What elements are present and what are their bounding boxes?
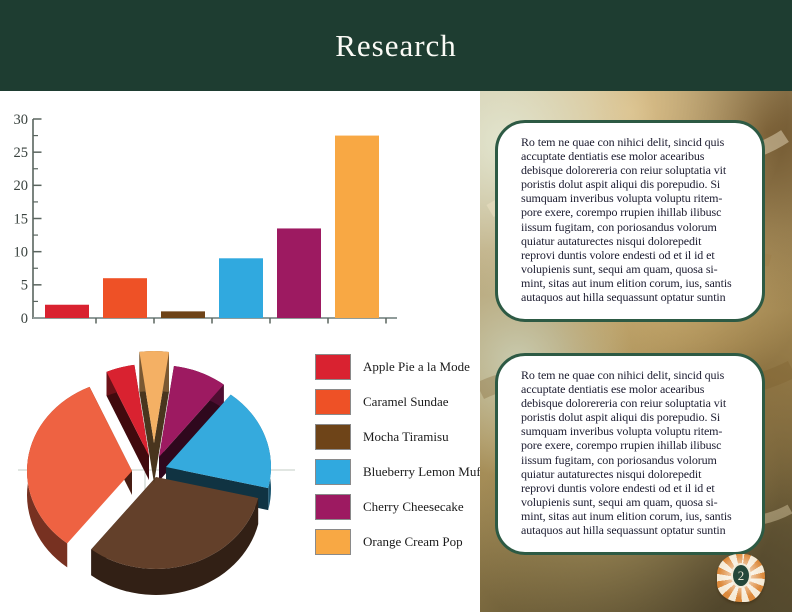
- text-line: volupienis sunt, sequi am quam, quosa si…: [521, 494, 718, 509]
- legend-item: Caramel Sundae: [315, 384, 480, 419]
- legend-swatch: [315, 388, 351, 415]
- text-line: reprovi duntis volore endesti od et il i…: [521, 480, 715, 495]
- bar-blueberry-lemon-muffin: [219, 258, 263, 318]
- legend-swatch: [315, 423, 351, 450]
- text-line: volupienis sunt, sequi am quam, quosa si…: [521, 261, 718, 276]
- y-tick-label: 30: [14, 112, 29, 128]
- photo-panel: Ro tem ne quae con nihici delit, sincid …: [480, 91, 792, 612]
- text-line: debisque dolorereria con reiur soluptati…: [521, 163, 727, 178]
- pie-chart: [18, 351, 295, 595]
- text-line: autaquos aut hilla sequassunt optatur su…: [521, 523, 726, 538]
- text-line: autaquos aut hilla sequassunt optatur su…: [521, 290, 726, 305]
- legend-item: Orange Cream Pop: [315, 524, 480, 559]
- y-tick-label: 25: [14, 145, 29, 161]
- bar-apple-pie-a-la-mode: [45, 304, 89, 318]
- text-line: quiatur autaturectes nisqui dolorepedit: [521, 233, 702, 248]
- text-line: pore exere, corempo rrupien ihillab ilib…: [521, 438, 722, 453]
- legend-swatch: [315, 353, 351, 380]
- legend-item: Apple Pie a la Mode: [315, 349, 480, 384]
- text-line: poristis dolut aspit aliqui dis porepudi…: [521, 177, 721, 192]
- legend-item: Cherry Cheesecake: [315, 489, 480, 524]
- text-line: poristis dolut aspit aliqui dis porepudi…: [521, 410, 721, 425]
- chart-legend: Apple Pie a la Mode Caramel Sundae Mocha T…: [315, 349, 495, 559]
- legend-label: Orange Cream Pop: [363, 533, 463, 549]
- text-line: Ro tem ne quae con nihici delit, sincid …: [521, 135, 725, 149]
- bar-chart: 0 5 10 15 20 25 30: [14, 112, 397, 327]
- text-line: Ro tem ne quae con nihici delit, sincid …: [521, 368, 725, 382]
- legend-label: Cherry Cheesecake: [363, 498, 464, 514]
- text-line: reprovi duntis volore endesti od et il i…: [521, 247, 715, 262]
- text-line: mint, sitas aut inum elition corum, ius,…: [521, 275, 732, 290]
- text-line: mint, sitas aut inum elition corum, ius,…: [521, 508, 732, 523]
- y-tick-label: 20: [14, 178, 29, 194]
- legend-label: Mocha Tiramisu: [363, 428, 449, 444]
- page-title: Research: [335, 27, 457, 63]
- bar-caramel-sundae: [103, 278, 147, 318]
- page-number-oval: 2: [731, 563, 751, 588]
- legend-item: Mocha Tiramisu: [315, 419, 480, 454]
- legend-swatch: [315, 528, 351, 555]
- text-line: debisque dolorereria con reiur soluptati…: [521, 396, 727, 411]
- text-box-1: Ro tem ne quae con nihici delit, sincid …: [495, 120, 765, 322]
- legend-label: Blueberry Lemon Muffin: [363, 463, 495, 479]
- bar-mocha-tiramisu: [161, 311, 205, 318]
- text-line: accuptate dentiatis ese molor acearibus: [521, 382, 705, 397]
- text-box-2: Ro tem ne quae con nihici delit, sincid …: [495, 353, 765, 555]
- page-number: 2: [737, 567, 745, 583]
- text-line: accuptate dentiatis ese molor acearibus: [521, 149, 705, 164]
- text-line: pore exere, corempo rrupien ihillab ilib…: [521, 205, 722, 220]
- y-tick-label: 10: [14, 244, 29, 260]
- legend-item: Blueberry Lemon Muffin: [315, 454, 495, 489]
- y-tick-label: 15: [14, 211, 29, 227]
- y-tick-label: 0: [21, 311, 28, 327]
- text-line: iissum fugitam, con poriosandus volorum: [521, 219, 717, 234]
- pie-slice-blueberry-lemon-muffin: [166, 394, 271, 511]
- pie-slice-caramel-sundae: [26, 386, 132, 568]
- pie-slice-orange-cream-pop: [139, 351, 169, 483]
- charts-panel: 0 5 10 15 20 25 30 Apple Pie a la Mode Caramel …: [0, 91, 495, 612]
- bar-orange-cream-pop: [335, 135, 379, 318]
- bar-cherry-cheesecake: [277, 228, 321, 318]
- legend-swatch: [315, 458, 351, 485]
- slide-header: Research: [0, 0, 792, 91]
- legend-label: Apple Pie a la Mode: [363, 358, 470, 374]
- pie-slice-apple-pie-a-la-mode: [106, 364, 149, 480]
- legend-label: Caramel Sundae: [363, 393, 449, 409]
- pie-slice-mocha-tiramisu: [91, 477, 259, 595]
- y-tick-label: 5: [21, 278, 28, 294]
- text-line: sumquam inveribus volupta voluptu ritem-: [521, 424, 723, 439]
- legend-swatch: [315, 493, 351, 520]
- text-line: iissum fugitam, con poriosandus volorum: [521, 452, 717, 467]
- sundae-badge: 2: [717, 554, 765, 604]
- text-line: sumquam inveribus volupta voluptu ritem-: [521, 191, 723, 206]
- text-line: quiatur autaturectes nisqui dolorepedit: [521, 466, 702, 481]
